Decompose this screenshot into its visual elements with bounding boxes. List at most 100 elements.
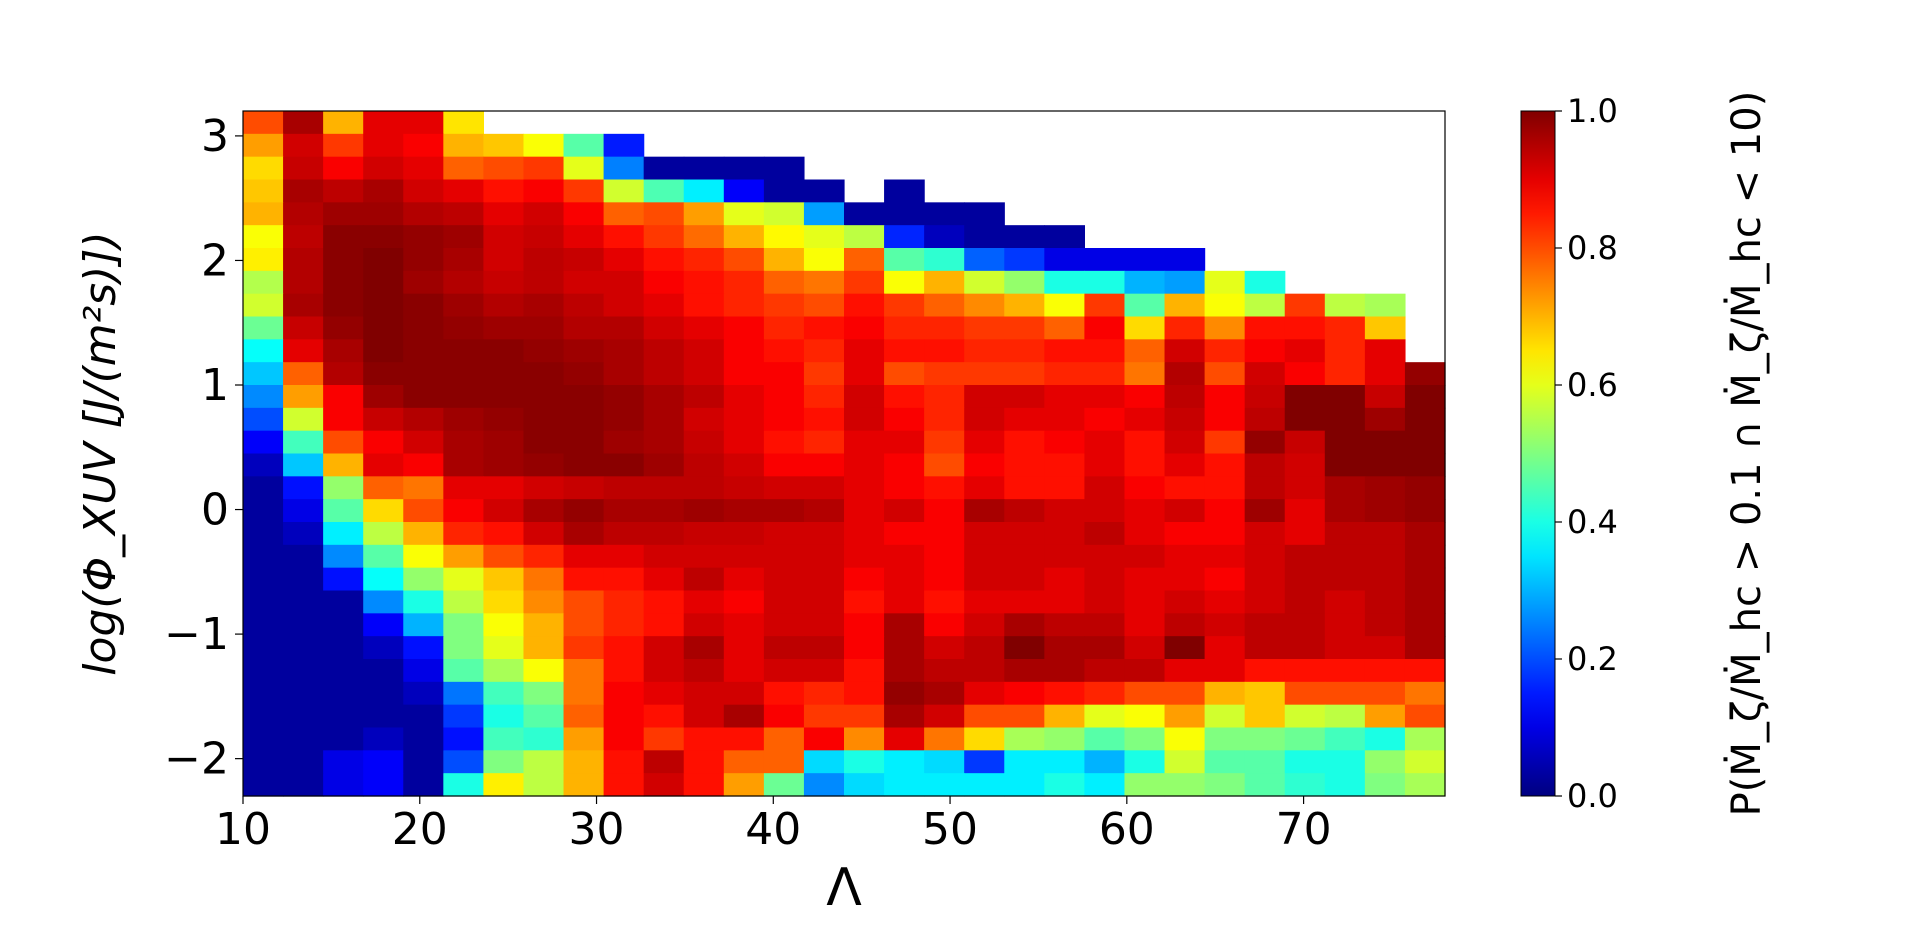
heatmap-cell (1244, 544, 1286, 569)
heatmap-cell (483, 339, 525, 363)
heatmap-cell (763, 522, 805, 546)
heatmap-cell (1044, 225, 1085, 249)
heatmap-cell (403, 544, 444, 569)
heatmap-cell (924, 316, 965, 340)
heatmap-cell (363, 750, 404, 774)
heatmap-cell (1044, 544, 1085, 569)
y-tick-label: 0 (201, 485, 229, 536)
heatmap-cell (1124, 613, 1166, 637)
heatmap-cell (603, 590, 645, 614)
heatmap-cell (1204, 567, 1246, 592)
heatmap-cell (283, 773, 324, 797)
heatmap-cell (1004, 499, 1045, 523)
heatmap-cell (964, 544, 1005, 569)
heatmap-cell (483, 293, 525, 318)
heatmap-cell (403, 385, 444, 409)
heatmap-cell (964, 248, 1005, 272)
heatmap-cell (683, 567, 725, 592)
heatmap-cell (1084, 567, 1126, 592)
heatmap-cell (603, 544, 645, 569)
heatmap-cell (723, 544, 765, 569)
heatmap-cell (683, 362, 725, 386)
heatmap-cell (1044, 681, 1085, 706)
heatmap-cell (1004, 225, 1045, 249)
heatmap-cell (683, 248, 725, 272)
heatmap-cell (803, 704, 845, 729)
heatmap-cell (803, 522, 845, 546)
heatmap-cell (1204, 704, 1246, 729)
heatmap-cell (1204, 659, 1246, 683)
heatmap-cell (844, 385, 885, 409)
heatmap-cell (1124, 727, 1166, 751)
heatmap-cell (1404, 544, 1446, 569)
heatmap-cell (884, 362, 925, 386)
heatmap-cell (1244, 681, 1286, 706)
heatmap-cell (844, 339, 885, 363)
heatmap-cell (403, 704, 444, 729)
heatmap-cell (443, 567, 484, 592)
heatmap-cell (884, 293, 925, 318)
heatmap-cell (283, 590, 324, 614)
heatmap-cell (1164, 248, 1206, 272)
heatmap-cell (563, 270, 605, 295)
heatmap-cell (1004, 567, 1045, 592)
heatmap-cell (683, 270, 725, 295)
heatmap-cell (483, 704, 525, 729)
heatmap-cell (924, 567, 965, 592)
heatmap-cell (1324, 590, 1366, 614)
heatmap-cell (443, 613, 484, 637)
heatmap-cell (924, 339, 965, 363)
heatmap-cell (1404, 727, 1446, 751)
heatmap-cell (1004, 293, 1045, 318)
heatmap-cell (1364, 773, 1406, 797)
heatmap-cell (403, 225, 444, 249)
heatmap-cell (243, 522, 284, 546)
heatmap-cell (1004, 613, 1045, 637)
heatmap-cell (844, 225, 885, 249)
heatmap-cell (523, 133, 565, 158)
heatmap-cell (1324, 727, 1366, 751)
heatmap-cell (243, 430, 284, 455)
heatmap-cell (1004, 750, 1045, 774)
heatmap-cell (1124, 316, 1166, 340)
heatmap-cell (723, 590, 765, 614)
heatmap-cell (1364, 590, 1406, 614)
heatmap-cell (1044, 499, 1085, 523)
heatmap-cell (1044, 362, 1085, 386)
heatmap-cell (443, 248, 484, 272)
heatmap-cell (1204, 407, 1246, 432)
heatmap-cell (403, 727, 444, 751)
heatmap-cell (844, 453, 885, 477)
heatmap-cell (683, 385, 725, 409)
heatmap-cell (403, 567, 444, 592)
heatmap-cell (924, 453, 965, 477)
heatmap-cell (1404, 522, 1446, 546)
heatmap-cell (1004, 385, 1045, 409)
heatmap-cell (763, 659, 805, 683)
heatmap-cell (1404, 430, 1446, 455)
heatmap-cell (1004, 430, 1045, 455)
heatmap-cell (884, 613, 925, 637)
heatmap-cell (924, 544, 965, 569)
heatmap-cell (243, 362, 284, 386)
heatmap-cell (884, 681, 925, 706)
heatmap-cell (1084, 293, 1126, 318)
heatmap-cell (603, 430, 645, 455)
heatmap-cell (844, 430, 885, 455)
heatmap-cell (1084, 613, 1126, 637)
heatmap-cell (323, 704, 364, 729)
heatmap-cell (243, 636, 284, 660)
heatmap-cell (523, 225, 565, 249)
heatmap-cell (1364, 339, 1406, 363)
heatmap-cell (443, 362, 484, 386)
heatmap-cell (603, 248, 645, 272)
heatmap-cell (884, 704, 925, 729)
y-tick-label: −1 (164, 609, 229, 660)
heatmap-cell (763, 339, 805, 363)
heatmap-cell (643, 476, 685, 500)
heatmap-cell (1124, 636, 1166, 660)
heatmap-cell (1364, 681, 1406, 706)
heatmap-cell (1204, 293, 1246, 318)
heatmap-cell (1084, 499, 1126, 523)
heatmap-cell (964, 476, 1005, 500)
